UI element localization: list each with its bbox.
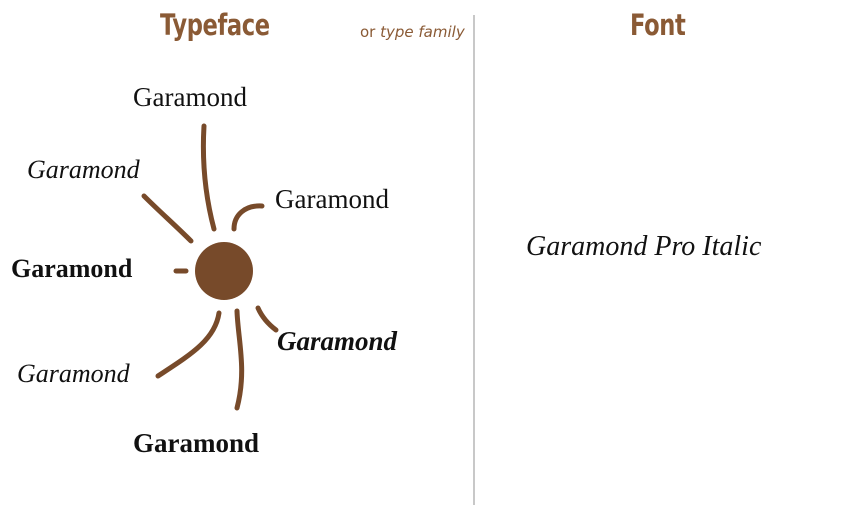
leg-upper-left [141, 193, 194, 244]
subtitle-prefix: or [360, 23, 381, 41]
garamond-bold-italic-sample: Garamond [277, 326, 398, 356]
leg-lower-left [155, 310, 222, 379]
garamond-bold-bottom-sample: Garamond [133, 428, 260, 458]
leg-upper-right [231, 203, 265, 232]
leg-top [200, 123, 217, 232]
leg-lower-right [255, 305, 279, 333]
garamond-regular-right-sample: Garamond [275, 184, 389, 214]
garamond-italic-lower-sample: Garamond [17, 359, 130, 388]
panel-divider [473, 15, 475, 505]
typeface-heading: Typeface [160, 8, 270, 42]
garamond-pro-italic-sample: Garamond Pro Italic [526, 231, 762, 262]
subtitle-italic: type family [380, 23, 465, 41]
garamond-regular-sample: Garamond [133, 82, 247, 112]
leg-bottom [234, 308, 245, 411]
garamond-bold-sample: Garamond [11, 254, 133, 283]
garamond-italic-sample: Garamond [27, 155, 140, 184]
type-family-subtitle: or type family [360, 23, 465, 41]
font-heading: Font [630, 8, 686, 42]
typeface-hub [195, 242, 253, 300]
